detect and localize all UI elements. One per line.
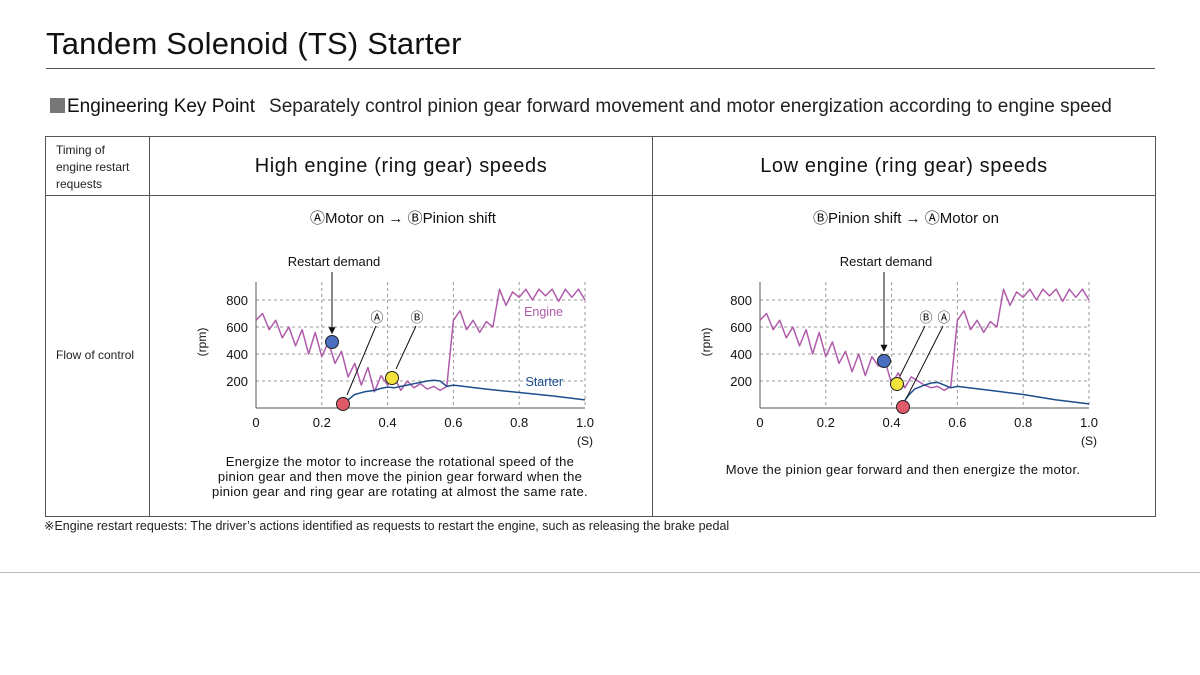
description-line: Energize the motor to increase the rotat… <box>226 454 574 469</box>
x-axis-label: (S) <box>577 434 593 448</box>
restart-demand-label: Restart demand <box>288 254 381 269</box>
y-axis-label: (rpm) <box>195 328 209 357</box>
timing-label-line: requests <box>56 177 103 191</box>
table-divider-horizontal <box>46 195 1155 196</box>
y-tick-label: 600 <box>730 320 752 335</box>
y-tick-label: 600 <box>226 320 248 335</box>
restart-demand-label: Restart demand <box>840 254 933 269</box>
x-tick-label: 0 <box>252 415 259 430</box>
title-divider <box>46 68 1155 69</box>
engine-series-line <box>759 288 1090 392</box>
high-speed-heading: High engine (ring gear) speeds <box>254 155 548 177</box>
description-line: pinion gear and then move the pinion gea… <box>218 469 582 484</box>
pinion-shift-pointer <box>899 325 926 377</box>
sequence-label: ⒶMotor on → ⒷPinion shift <box>310 210 497 227</box>
x-tick-label: 1.0 <box>576 415 594 430</box>
x-tick-label: 0 <box>756 415 763 430</box>
pinion-shift-letter: Ⓑ <box>410 310 423 325</box>
footnote: ※Engine restart requests: The driver’s a… <box>44 519 730 533</box>
y-tick-label: 400 <box>226 347 248 362</box>
timing-label-line: engine restart <box>56 160 130 174</box>
arrow-head <box>328 327 336 335</box>
flow-label: Flow of control <box>56 348 135 362</box>
y-tick-label: 200 <box>226 374 248 389</box>
table-divider-vertical <box>149 137 150 516</box>
restart-marker <box>877 354 891 368</box>
square-bullet-icon <box>50 98 65 113</box>
pinion-shift-letter: Ⓑ <box>919 310 932 325</box>
table-divider-vertical <box>652 137 653 516</box>
pinion-shift-marker <box>385 371 399 385</box>
y-tick-label: 800 <box>226 293 248 308</box>
x-tick-label: 0.4 <box>379 415 397 430</box>
key-point: Engineering Key Point Separately control … <box>50 96 1112 118</box>
key-point-heading: Engineering Key Point <box>67 96 256 117</box>
engine-series-label: Engine <box>524 305 563 319</box>
timing-label-line: Timing of <box>56 143 105 157</box>
x-tick-label: 0.2 <box>313 415 331 430</box>
x-tick-label: 0.8 <box>510 415 528 430</box>
starter-series-label: Starter <box>525 375 563 389</box>
key-point-text: Separately control pinion gear forward m… <box>269 96 1112 117</box>
motor-on-pointer <box>905 325 944 400</box>
description-line: pinion gear and ring gear are rotating a… <box>212 484 588 499</box>
restart-marker <box>325 335 339 349</box>
x-tick-label: 0.6 <box>444 415 462 430</box>
sequence-label: ⒷPinion shift → ⒶMotor on <box>813 210 999 227</box>
y-tick-label: 400 <box>730 347 752 362</box>
motor-on-letter: Ⓐ <box>937 310 950 325</box>
timing-label: Timing of engine restart requests <box>56 142 129 193</box>
x-tick-label: 0.8 <box>1014 415 1032 430</box>
pinion-shift-pointer <box>395 325 417 370</box>
y-axis-label: (rpm) <box>699 328 713 357</box>
motor-on-letter: Ⓐ <box>370 310 383 325</box>
x-tick-label: 0.2 <box>817 415 835 430</box>
x-tick-label: 0.4 <box>883 415 901 430</box>
arrow-head <box>880 344 888 352</box>
control-table: Timing of engine restart requests Flow o… <box>45 136 1156 517</box>
motor-on-marker <box>336 397 350 411</box>
low-speed-heading: Low engine (ring gear) speeds <box>760 155 1048 177</box>
pinion-shift-marker <box>890 377 904 391</box>
x-axis-label: (S) <box>1081 434 1097 448</box>
y-tick-label: 800 <box>730 293 752 308</box>
x-tick-label: 0.6 <box>948 415 966 430</box>
starter-series-line <box>344 379 586 404</box>
bottom-divider <box>0 572 1200 573</box>
page-title: Tandem Solenoid (TS) Starter <box>46 26 462 61</box>
starter-series-line <box>900 381 1090 406</box>
y-tick-label: 200 <box>730 374 752 389</box>
engine-series-line <box>255 288 586 393</box>
motor-on-pointer <box>346 325 377 396</box>
motor-on-marker <box>896 400 910 414</box>
description-line: Move the pinion gear forward and then en… <box>726 462 1081 477</box>
x-tick-label: 1.0 <box>1080 415 1098 430</box>
